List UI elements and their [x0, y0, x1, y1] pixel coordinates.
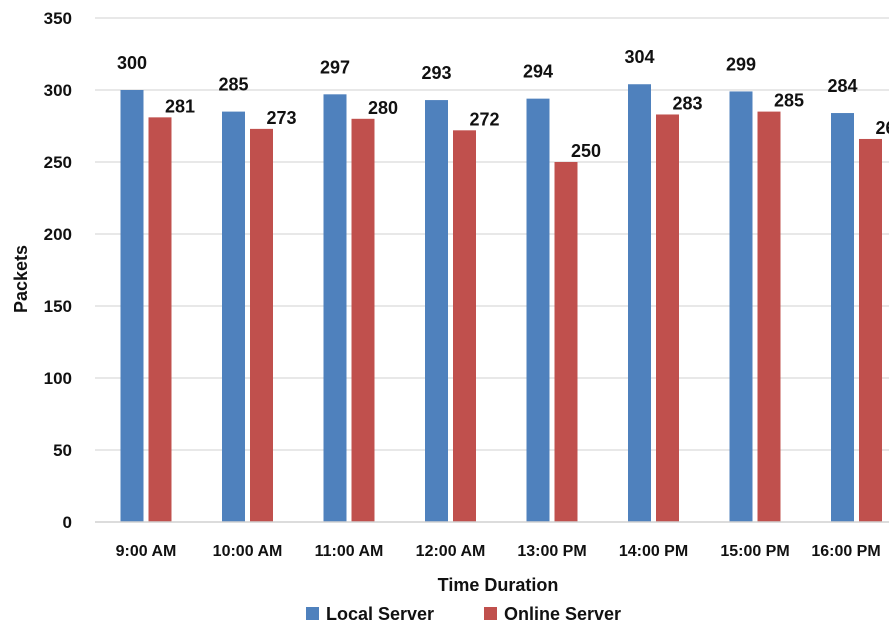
y-tick-label: 350 [44, 9, 72, 28]
bar-local-4 [526, 98, 550, 522]
y-tick-label: 200 [44, 225, 72, 244]
data-label: 285 [218, 75, 248, 95]
legend-label: Online Server [504, 604, 621, 624]
bar-online-3 [453, 130, 476, 522]
data-label: 273 [266, 108, 296, 128]
data-label: 293 [421, 63, 451, 83]
y-axis-title: Packets [11, 245, 31, 313]
x-tick-label: 16:00 PM [811, 543, 880, 560]
x-tick-label: 10:00 AM [213, 543, 283, 560]
data-label: 281 [165, 96, 195, 116]
bar-local-1 [222, 111, 245, 522]
data-label: 283 [672, 93, 702, 113]
bar-online-7 [859, 138, 882, 522]
x-tick-label: 11:00 AM [315, 543, 384, 560]
bar-online-1 [250, 128, 273, 522]
data-label: 280 [368, 98, 398, 118]
data-label: 294 [523, 62, 553, 82]
y-tick-label: 50 [53, 441, 72, 460]
x-tick-label: 14:00 PM [619, 543, 688, 560]
legend: Local Server Online Server [306, 604, 621, 624]
bar-local-0 [120, 90, 144, 522]
bar-local-7 [831, 113, 854, 522]
bar-local-2 [323, 94, 347, 522]
data-label: 285 [774, 91, 804, 111]
legend-label: Local Server [326, 604, 434, 624]
y-tick-label: 300 [44, 81, 72, 100]
bar-online-4 [554, 162, 578, 522]
data-label: 266 [875, 118, 889, 138]
bar-local-6 [729, 91, 753, 522]
data-labels: 300 281 285 273 297 280 293 272 294 250 304 283 299 2… [117, 47, 889, 161]
legend-swatch [484, 607, 497, 620]
legend-swatch [306, 607, 319, 620]
bar-online-5 [656, 114, 679, 522]
legend-item: Online Server [484, 604, 621, 624]
bar-online-0 [148, 117, 172, 523]
x-axis-title: Time Duration [438, 575, 559, 595]
bar-local-3 [425, 100, 448, 522]
y-tick-label: 150 [44, 297, 72, 316]
y-tick-label: 100 [44, 369, 72, 388]
data-label: 304 [624, 47, 654, 67]
x-tick-label: 15:00 PM [720, 543, 789, 560]
data-label: 297 [320, 57, 350, 77]
x-tick-label: 9:00 AM [116, 543, 177, 560]
data-label: 300 [117, 53, 147, 73]
legend-item: Local Server [306, 604, 434, 624]
y-axis-ticks: 0 50 100 150 200 250 300 350 [44, 9, 72, 532]
data-label: 299 [726, 54, 756, 74]
bars [120, 84, 882, 523]
bar-local-5 [628, 84, 651, 523]
x-tick-label: 12:00 AM [416, 543, 486, 560]
x-tick-label: 13:00 PM [517, 543, 586, 560]
bar-online-2 [351, 118, 375, 523]
x-axis-ticks: 9:00 AM 10:00 AM 11:00 AM 12:00 AM 13:00 PM 1… [116, 543, 881, 560]
y-tick-label: 250 [44, 153, 72, 172]
data-label: 250 [571, 141, 601, 161]
data-label: 272 [469, 109, 499, 129]
y-tick-label: 0 [63, 513, 72, 532]
bar-online-6 [757, 111, 781, 522]
data-label: 284 [827, 76, 857, 96]
